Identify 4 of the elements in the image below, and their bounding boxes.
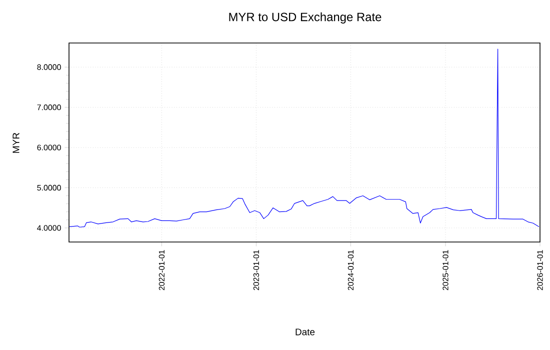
- x-axis-title: Date: [296, 328, 315, 336]
- line-series: [69, 48, 540, 228]
- chart-title: MYR to USD Exchange Rate: [229, 12, 382, 24]
- y-axis-title: MYR: [12, 132, 20, 153]
